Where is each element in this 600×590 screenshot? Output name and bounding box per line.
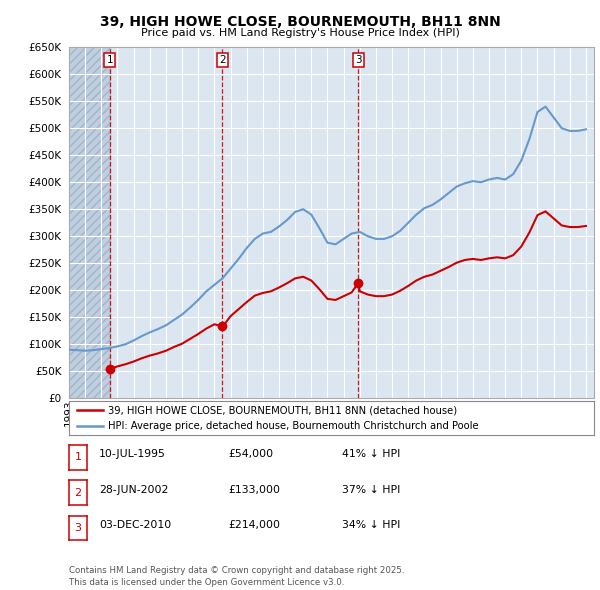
Text: £54,000: £54,000 — [228, 450, 273, 459]
Text: 3: 3 — [355, 55, 362, 65]
Text: 2: 2 — [74, 488, 82, 497]
Text: £133,000: £133,000 — [228, 485, 280, 494]
Text: 34% ↓ HPI: 34% ↓ HPI — [342, 520, 400, 530]
Text: 39, HIGH HOWE CLOSE, BOURNEMOUTH, BH11 8NN (detached house): 39, HIGH HOWE CLOSE, BOURNEMOUTH, BH11 8… — [109, 405, 458, 415]
Text: Contains HM Land Registry data © Crown copyright and database right 2025.
This d: Contains HM Land Registry data © Crown c… — [69, 566, 404, 587]
Text: 39, HIGH HOWE CLOSE, BOURNEMOUTH, BH11 8NN: 39, HIGH HOWE CLOSE, BOURNEMOUTH, BH11 8… — [100, 15, 500, 29]
Text: 1: 1 — [74, 453, 82, 462]
Text: 03-DEC-2010: 03-DEC-2010 — [99, 520, 171, 530]
Text: HPI: Average price, detached house, Bournemouth Christchurch and Poole: HPI: Average price, detached house, Bour… — [109, 421, 479, 431]
Text: 41% ↓ HPI: 41% ↓ HPI — [342, 450, 400, 459]
Text: 10-JUL-1995: 10-JUL-1995 — [99, 450, 166, 459]
Text: 2: 2 — [219, 55, 226, 65]
Text: 1: 1 — [106, 55, 113, 65]
Text: £214,000: £214,000 — [228, 520, 280, 530]
Text: 3: 3 — [74, 523, 82, 533]
Text: 37% ↓ HPI: 37% ↓ HPI — [342, 485, 400, 494]
Text: 28-JUN-2002: 28-JUN-2002 — [99, 485, 169, 494]
Text: Price paid vs. HM Land Registry's House Price Index (HPI): Price paid vs. HM Land Registry's House … — [140, 28, 460, 38]
